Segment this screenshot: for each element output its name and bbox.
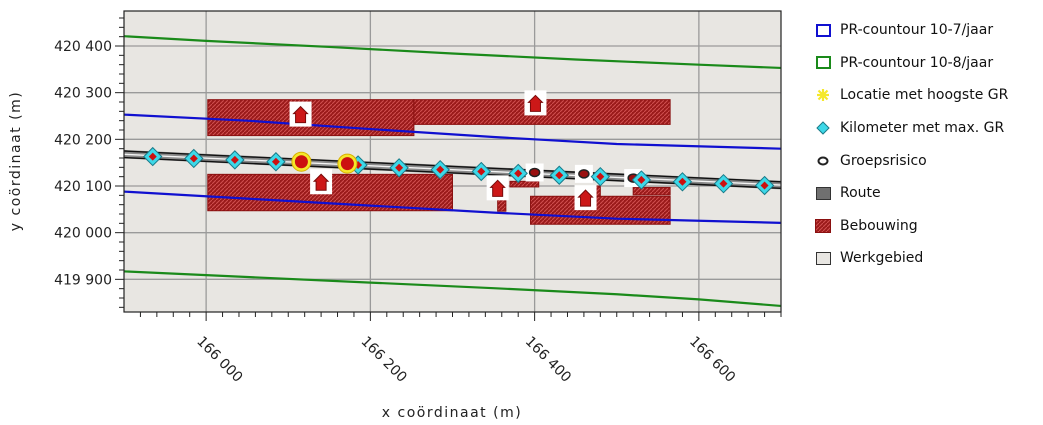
kilometer-marker bbox=[266, 152, 286, 172]
legend-swatch-pr8 bbox=[812, 54, 834, 72]
legend-label: Locatie met hoogste GR bbox=[840, 87, 1009, 104]
pr-contour-10-7-upper bbox=[124, 113, 781, 150]
pr-contour-10-7-lower bbox=[124, 190, 781, 224]
kilometer-marker bbox=[143, 146, 163, 167]
legend-swatch-werkgebied bbox=[812, 249, 834, 267]
y-tick-label: 419 900 bbox=[54, 272, 112, 288]
legend-item-gr: Groepsrisico bbox=[812, 144, 1038, 177]
legend-item-km: Kilometer met max. GR bbox=[812, 112, 1038, 145]
legend-item-bebouwing: Bebouwing bbox=[812, 210, 1038, 243]
grid-lines bbox=[124, 11, 781, 312]
y-axis-title: y coördinaat (m) bbox=[8, 91, 24, 231]
legend-item-loc: Locatie met hoogste GR bbox=[812, 79, 1038, 112]
x-tick-label: 166 200 bbox=[358, 334, 410, 386]
legend-label: Groepsrisico bbox=[840, 152, 927, 169]
kilometer-marker bbox=[590, 166, 611, 187]
kilometer-marker bbox=[549, 165, 569, 185]
pr-contour-10-8-upper bbox=[124, 35, 781, 70]
kilometer-marker bbox=[631, 170, 652, 190]
legend-label: PR-countour 10-7/jaar bbox=[840, 22, 994, 39]
max-gr-location-core bbox=[340, 157, 354, 171]
legend-label: Kilometer met max. GR bbox=[840, 120, 1005, 137]
max-gr-location-core bbox=[294, 155, 308, 169]
house-icon bbox=[486, 175, 509, 201]
kilometer-marker bbox=[184, 148, 204, 169]
legend-swatch-loc bbox=[812, 86, 834, 104]
legend-label: Bebouwing bbox=[840, 217, 918, 234]
legend: PR-countour 10-7/jaar PR-countour 10-8/ja… bbox=[812, 14, 1038, 275]
pr-contour-10-8-lower bbox=[124, 270, 781, 308]
y-tick-label: 420 400 bbox=[54, 39, 112, 55]
kilometer-marker bbox=[508, 163, 528, 184]
kilometer-marker bbox=[672, 172, 693, 192]
legend-item-route: Route bbox=[812, 177, 1038, 210]
legend-swatch-gr bbox=[812, 152, 834, 170]
kilometer-marker bbox=[389, 158, 409, 178]
legend-label: PR-countour 10-8/jaar bbox=[840, 54, 994, 71]
x-axis-title: x coördinaat (m) bbox=[382, 405, 522, 421]
plot-markers bbox=[143, 90, 775, 211]
legend-label: Route bbox=[840, 185, 881, 202]
y-tick-label: 420 200 bbox=[54, 132, 112, 148]
legend-swatch-pr7 bbox=[812, 21, 834, 39]
legend-item-werkgebied: Werkgebied bbox=[812, 242, 1038, 275]
y-tick-label: 420 000 bbox=[54, 226, 112, 242]
house-icon bbox=[574, 185, 597, 211]
x-tick-label: 166 600 bbox=[686, 334, 738, 386]
legend-item-pr7: PR-countour 10-7/jaar bbox=[812, 14, 1038, 47]
x-tick-label: 166 400 bbox=[522, 334, 574, 386]
legend-swatch-km bbox=[812, 119, 834, 137]
x-tick-label: 166 000 bbox=[193, 334, 245, 386]
legend-swatch-bebouwing bbox=[812, 217, 834, 235]
legend-swatch-route bbox=[812, 184, 834, 202]
groepsrisico-marker bbox=[574, 164, 593, 183]
legend-label: Werkgebied bbox=[840, 250, 924, 267]
house-icon bbox=[289, 101, 312, 127]
kilometer-marker bbox=[754, 175, 775, 196]
bebouwing-area bbox=[509, 180, 540, 188]
house-icon bbox=[310, 169, 333, 195]
kilometer-marker bbox=[713, 173, 734, 194]
bebouwing-area bbox=[632, 186, 671, 196]
legend-item-pr8: PR-countour 10-8/jaar bbox=[812, 47, 1038, 80]
kilometer-marker bbox=[471, 161, 491, 182]
kilometer-marker bbox=[430, 159, 450, 180]
groepsrisico-marker bbox=[525, 163, 544, 182]
y-tick-label: 420 300 bbox=[54, 86, 112, 102]
y-tick-label: 420 100 bbox=[54, 179, 112, 195]
kilometer-marker bbox=[225, 150, 245, 170]
house-icon bbox=[524, 90, 547, 116]
